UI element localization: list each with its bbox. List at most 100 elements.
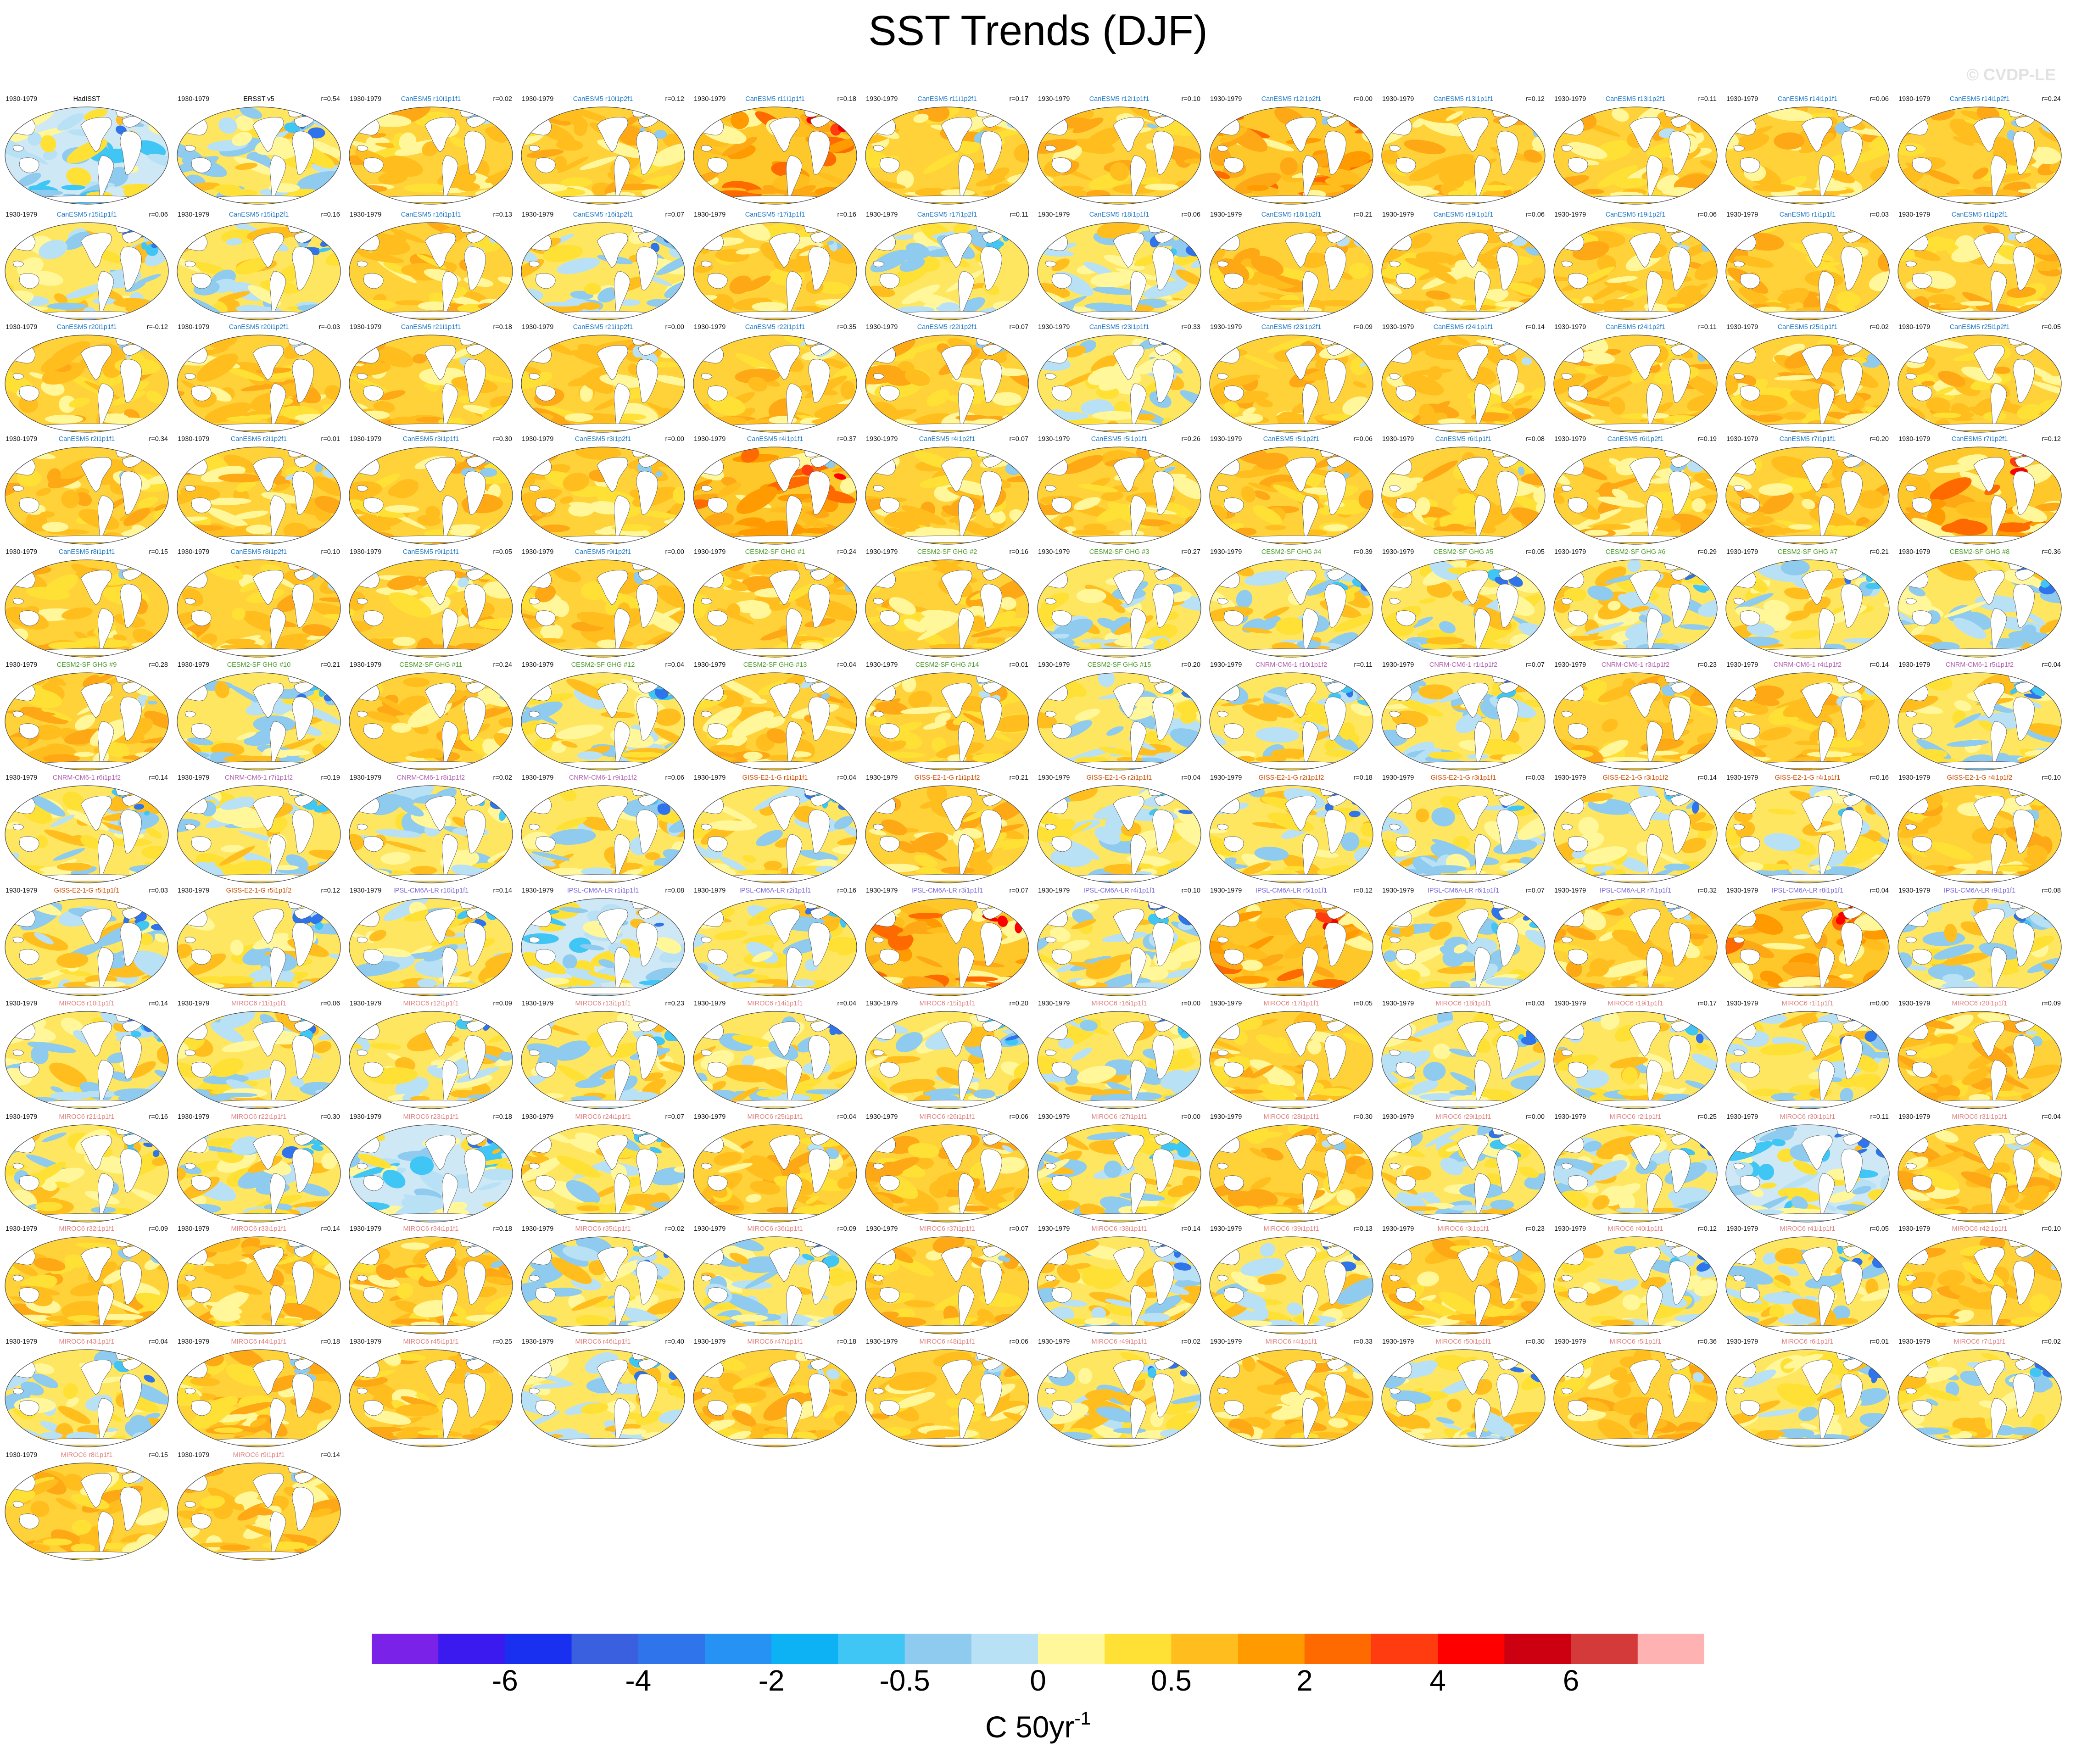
- trend-patch: [1794, 740, 1818, 745]
- map-panel: 1930-1979 CanESM5 r2i1p2f1 r=0.01: [176, 434, 342, 546]
- trend-patch: [1382, 335, 1398, 351]
- continent-outline: [1570, 311, 1704, 318]
- panel-name: CanESM5 r8i1p1f1: [58, 548, 115, 556]
- trend-patch: [64, 283, 108, 300]
- trend-patch: [1726, 223, 1757, 235]
- trend-patch: [1705, 335, 1716, 342]
- trend-patch: [275, 749, 310, 756]
- map-panel: 1930-1979 CanESM5 r13i1p2f1 r=0.11: [1552, 94, 1719, 206]
- trend-patch: [1004, 302, 1023, 311]
- continent-outline: [538, 648, 672, 656]
- sst-trend-map: [1553, 106, 1718, 205]
- continent-outline: [529, 145, 541, 152]
- trend-patch: [747, 189, 781, 194]
- map-panel: 1930-1979 CESM2-SF GHG #5 r=0.05: [1380, 547, 1546, 659]
- continent-outline: [252, 117, 284, 152]
- map-border: [5, 106, 169, 205]
- panel-pattern-correlation: r=0.12: [2042, 435, 2061, 443]
- continent-outline: [538, 535, 672, 543]
- trend-patch: [1179, 336, 1194, 348]
- trend-patch: [235, 257, 269, 275]
- trend-patch: [1357, 758, 1373, 770]
- panel-name: CNRM-CM6-1 r3i1p1f2: [1601, 661, 1670, 669]
- trend-patch: [1051, 258, 1070, 272]
- trend-patch: [1783, 411, 1806, 420]
- panel-name: CanESM5 r13i1p2f1: [1605, 95, 1666, 103]
- trend-patch: [656, 224, 671, 234]
- map-panel: 1930-1979 GISS-E2-1-G r1i1p1f2 r=0.21: [864, 773, 1030, 885]
- trend-patch: [1072, 117, 1104, 134]
- panel-pattern-correlation: r=0.54: [321, 95, 340, 103]
- panel-pattern-correlation: r=0.06: [1525, 211, 1545, 218]
- panel-pattern-correlation: r=0.03: [1870, 211, 1889, 218]
- trend-patch: [1382, 300, 1428, 307]
- continent-outline: [1818, 155, 1835, 199]
- panel-pattern-correlation: r=0.37: [837, 435, 856, 443]
- panel-pattern-correlation: r=0.24: [2042, 95, 2061, 103]
- map-field: [865, 223, 1029, 320]
- trend-patch: [5, 307, 28, 319]
- trend-patch: [312, 535, 328, 543]
- continent-outline: [707, 273, 728, 289]
- continent-outline: [1914, 311, 2048, 318]
- trend-patch: [1011, 790, 1020, 800]
- panel-name: CanESM5 r21i1p1f1: [401, 324, 461, 331]
- trend-patch: [915, 527, 941, 535]
- trend-patch: [1366, 646, 1373, 656]
- trend-patch: [1788, 524, 1813, 530]
- continent-outline: [1629, 117, 1661, 152]
- continent-outline: [1226, 761, 1360, 769]
- trend-patch: [1898, 307, 1925, 320]
- trend-patch: [349, 192, 356, 199]
- panel-name: CanESM5 r20i1p2f1: [229, 324, 289, 331]
- trend-patch: [1960, 301, 1990, 306]
- continent-outline: [1285, 117, 1317, 152]
- panel-name: CanESM5 r2i1p1f1: [58, 435, 115, 443]
- sst-trend-map: [1209, 672, 1373, 770]
- panel-pattern-correlation: r=0.05: [493, 548, 512, 556]
- map-panel: 1930-1979 CESM2-SF GHG #15 r=0.20: [1036, 660, 1202, 772]
- continent-outline: [1570, 761, 1704, 769]
- trend-patch: [1325, 176, 1367, 187]
- trend-patch: [1360, 581, 1372, 592]
- map-panel: 1930-1979 GISS-E2-1-G r3i1p1f2 r=0.14: [1552, 773, 1719, 885]
- continent-outline: [424, 233, 456, 268]
- panel-name: CNRM-CM6-1 r9i1p1f2: [569, 774, 637, 782]
- trend-patch: [40, 135, 56, 153]
- trend-patch: [47, 302, 87, 310]
- trend-patch: [1360, 787, 1367, 796]
- map-panel: 1930-1979 CanESM5 r23i1p1f1 r=0.33: [1036, 322, 1202, 434]
- trend-patch: [1357, 790, 1373, 800]
- map-panel: 1930-1979 CNRM-CM6-1 r7i1p1f2 r=0.19: [176, 773, 342, 885]
- trend-patch: [2031, 146, 2061, 164]
- trend-patch: [235, 162, 258, 170]
- trend-patch: [711, 756, 737, 761]
- map-panel: 1930-1979 CanESM5 r16i1p2f1 r=0.07: [520, 210, 686, 322]
- trend-patch: [482, 754, 502, 764]
- map-panel: 1930-1979 CanESM5 r1i1p2f1: [1897, 210, 2063, 322]
- continent-outline: [786, 271, 803, 315]
- trend-patch: [1898, 528, 1926, 538]
- continent-outline: [2013, 131, 2035, 175]
- trend-patch: [831, 567, 848, 572]
- continent-outline: [357, 145, 368, 152]
- trend-patch: [226, 238, 243, 246]
- trend-patch: [526, 149, 564, 158]
- continent-outline: [1045, 261, 1057, 268]
- panel-period: 1930-1979: [866, 211, 898, 218]
- trend-patch: [1155, 752, 1179, 759]
- continent-outline: [466, 232, 488, 243]
- trend-patch: [1736, 125, 1773, 142]
- sst-trend-map: [865, 559, 1029, 658]
- map-panel: 1930-1979 GISS-E2-1-G r1i1p1f1 r=0.04: [692, 773, 858, 885]
- panel-pattern-correlation: r=0.29: [1697, 548, 1717, 556]
- map-panel: 1930-1979 CanESM5 r5i1p2f1 r=0.06: [1208, 434, 1374, 546]
- sst-trend-map: [1725, 559, 1890, 658]
- trend-patch: [1232, 301, 1271, 311]
- continent-outline: [22, 423, 156, 431]
- map-panel: 1930-1979 CanESM5 r11i1p2f1 r=0.17: [864, 94, 1030, 206]
- map-panel: 1930-1979 CESM2-SF GHG #13 r=0.04: [692, 660, 858, 772]
- continent-outline: [786, 155, 803, 199]
- trend-patch: [219, 189, 258, 197]
- panel-pattern-correlation: r=0.02: [493, 774, 512, 782]
